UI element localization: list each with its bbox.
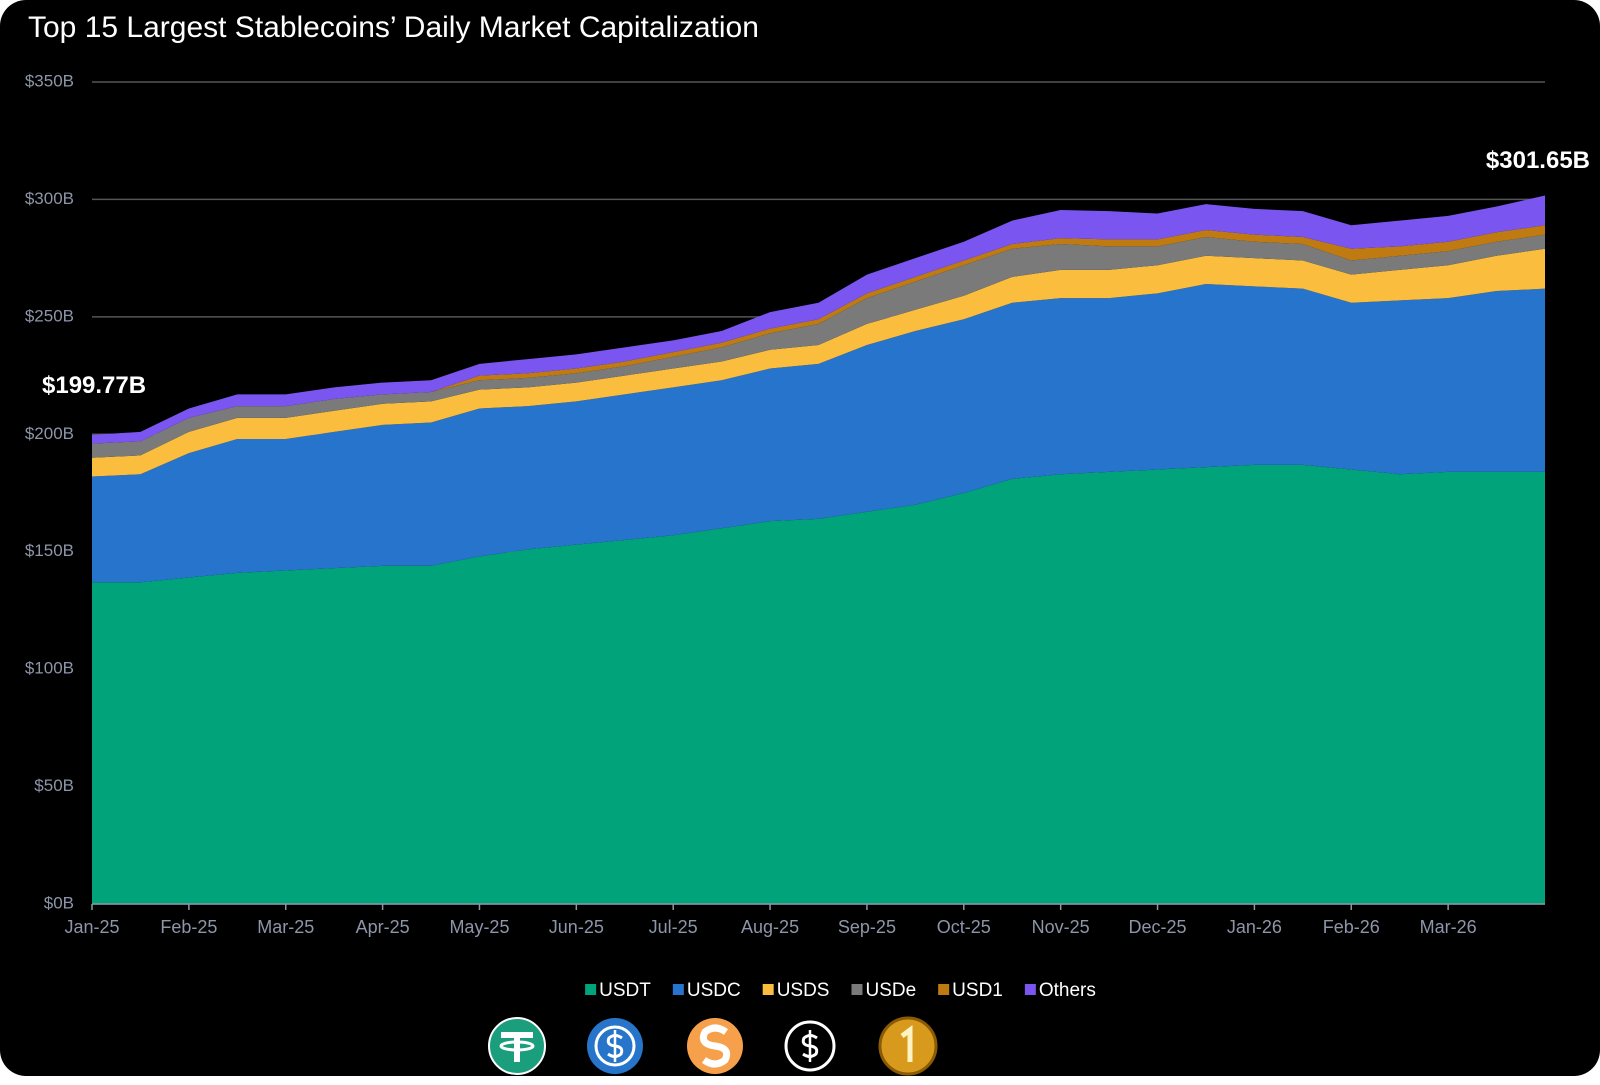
- x-tick-label: Sep-25: [838, 917, 896, 937]
- x-tick-label: Jan-26: [1227, 917, 1282, 937]
- x-tick-label: Mar-25: [257, 917, 314, 937]
- legend-label: USD1: [952, 980, 1003, 1001]
- legend-swatch: [762, 984, 774, 995]
- area-usdc: [92, 283, 1545, 583]
- areas: [92, 195, 1545, 904]
- legend-label: Others: [1039, 980, 1096, 1001]
- legend-swatch: [672, 984, 684, 995]
- area-usd1: [92, 225, 1545, 444]
- area-usds: [92, 248, 1545, 477]
- x-tick-label: Oct-25: [937, 917, 991, 937]
- x-tick-label: Dec-25: [1129, 917, 1187, 937]
- annotation: $301.65B: [1486, 147, 1590, 174]
- usds-icon: [687, 1018, 743, 1074]
- x-tick-label: Jun-25: [549, 917, 604, 937]
- x-tick-label: Nov-25: [1032, 917, 1090, 937]
- legend-swatch: [851, 984, 863, 995]
- usde-icon: [784, 1020, 836, 1072]
- coin-icons: [488, 1016, 938, 1076]
- y-tick-label: $250B: [25, 306, 74, 325]
- x-tick-label: Jul-25: [649, 917, 698, 937]
- usd1-icon: [878, 1016, 938, 1076]
- axes: $0B $50B $100B $150B $200B $250B $300B $350B Jan…: [25, 71, 1590, 936]
- y-tick-label: $350B: [25, 71, 74, 90]
- y-tick-label: $50B: [34, 776, 74, 795]
- legend-swatch: [938, 984, 950, 995]
- legend-label: USDC: [687, 980, 741, 1001]
- area-usde: [92, 234, 1545, 458]
- x-tick-label: Apr-25: [356, 917, 410, 937]
- x-tick-label: Jan-25: [64, 917, 119, 937]
- y-tick-label: $100B: [25, 659, 74, 678]
- chart-title: Top 15 Largest Stablecoins’ Daily Market…: [28, 11, 759, 44]
- legend-swatch: [1024, 984, 1036, 995]
- x-tick-label: Feb-25: [160, 917, 217, 937]
- annotation: $199.77B: [42, 372, 146, 399]
- area-others: [92, 195, 1545, 444]
- legend-swatch: [585, 984, 597, 995]
- y-tick-label: $200B: [25, 424, 74, 443]
- legend-label: USDS: [777, 980, 830, 1001]
- x-tick-label: Aug-25: [741, 917, 799, 937]
- usdt-icon: [488, 1017, 546, 1075]
- x-tick-label: Feb-26: [1323, 917, 1380, 937]
- legend: USDT USDC USDS USDe USD1 Others: [585, 980, 1096, 1001]
- y-tick-label: $0B: [44, 893, 74, 912]
- area-usdt: [92, 464, 1545, 904]
- y-tick-label: $150B: [25, 541, 74, 560]
- y-tick-label: $300B: [25, 189, 74, 208]
- legend-label: USDe: [865, 980, 916, 1001]
- x-tick-label: May-25: [449, 917, 509, 937]
- x-tick-label: Mar-26: [1420, 917, 1477, 937]
- usdc-icon: [587, 1018, 643, 1074]
- legend-label: USDT: [599, 980, 651, 1001]
